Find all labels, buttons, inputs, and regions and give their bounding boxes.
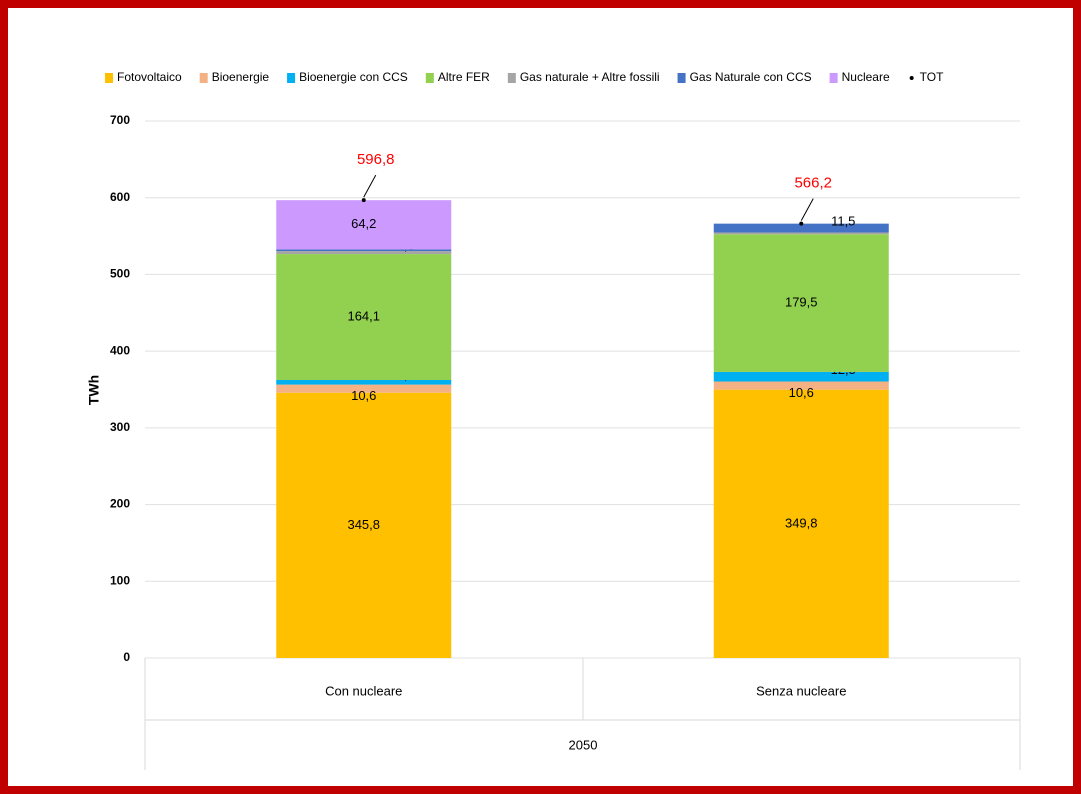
- total-point: [361, 198, 366, 203]
- total-point: [799, 221, 804, 226]
- legend-label: Altre FER: [438, 70, 490, 84]
- y-axis-title: TWh: [86, 375, 102, 405]
- value-label: 345,8: [347, 517, 380, 532]
- bar-segment: [276, 379, 452, 385]
- legend-label: TOT: [920, 70, 944, 84]
- bar-segment: [276, 384, 452, 393]
- y-tick-label: 600: [110, 190, 130, 204]
- value-label: 64,2: [351, 216, 376, 231]
- y-tick-label: 400: [110, 343, 130, 357]
- leader-line: [800, 198, 814, 221]
- value-label: 179,5: [785, 295, 818, 310]
- bar-segment: [276, 200, 452, 250]
- legend-label: Bioenergie: [212, 70, 270, 84]
- legend-label: Gas Naturale con CCS: [690, 70, 812, 84]
- legend-swatch: [199, 73, 208, 83]
- legend-swatch: [425, 73, 434, 83]
- value-label: 349,8: [785, 515, 818, 530]
- y-tick-label: 700: [110, 113, 130, 127]
- y-tick-label: 200: [110, 497, 130, 511]
- total-label: 596,8: [357, 151, 395, 168]
- value-label: 10,6: [789, 385, 814, 400]
- y-tick-label: 500: [110, 267, 130, 281]
- x-group-label: 2050: [569, 737, 598, 752]
- y-tick-label: 100: [110, 573, 130, 587]
- legend-label: Fotovoltaico: [117, 70, 182, 84]
- bar-segment: [276, 254, 452, 380]
- legend-swatch: [677, 73, 686, 83]
- x-tick-label: Con nucleare: [325, 683, 402, 698]
- value-label: 11,5: [831, 213, 855, 228]
- bar-segment: [713, 234, 889, 372]
- y-tick-label: 300: [110, 420, 130, 434]
- bar-segment: [713, 232, 889, 235]
- bar-segment: [713, 371, 889, 382]
- total-label: 566,2: [794, 175, 832, 192]
- legend-label: Nucleare: [842, 70, 890, 84]
- bar-segment: [713, 223, 889, 233]
- bar-segment: [713, 389, 889, 658]
- leader-line: [363, 174, 377, 198]
- legend-swatch: [909, 76, 914, 80]
- legend-label: Gas naturale + Altre fossili: [520, 70, 660, 84]
- y-tick-label: 0: [123, 650, 130, 664]
- legend-swatch: [507, 73, 516, 83]
- x-tick-label: Senza nucleare: [756, 683, 846, 698]
- value-label: 10,6: [351, 388, 376, 403]
- legend-swatch: [287, 73, 296, 83]
- bar-segment: [276, 392, 452, 658]
- bar-segment: [276, 249, 452, 252]
- legend-swatch: [829, 73, 838, 83]
- bar-segment: [713, 381, 889, 390]
- legend-swatch: [105, 73, 113, 83]
- bar-segment: [276, 251, 452, 255]
- legend-label: Bioenergie con CCS: [299, 70, 408, 84]
- value-label: 164,1: [347, 308, 380, 323]
